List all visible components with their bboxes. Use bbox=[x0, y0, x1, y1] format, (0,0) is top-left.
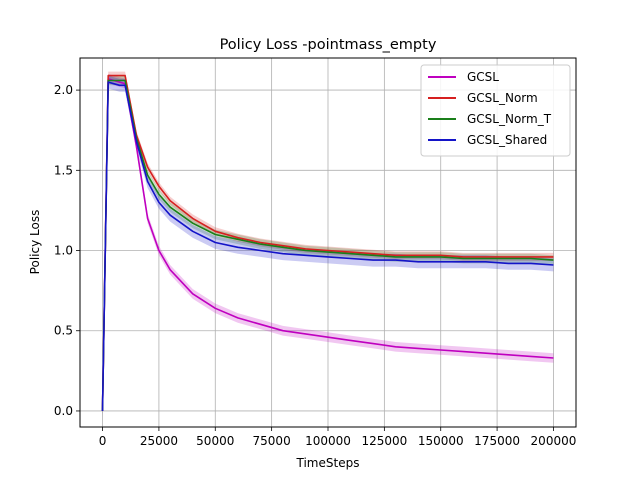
x-tick-label: 0 bbox=[99, 434, 107, 448]
legend-label-gcsl-norm: GCSL_Norm bbox=[467, 91, 538, 105]
y-tick-label: 1.5 bbox=[54, 163, 73, 177]
x-tick-label: 100000 bbox=[305, 434, 351, 448]
legend-label-gcsl: GCSL bbox=[467, 70, 499, 84]
x-tick-label: 200000 bbox=[531, 434, 577, 448]
legend-label-gcsl-shared: GCSL_Shared bbox=[467, 133, 547, 147]
x-axis-label: TimeSteps bbox=[296, 456, 360, 470]
y-axis-ticks: 0.0 0.5 1.0 1.5 2.0 bbox=[54, 83, 80, 418]
y-tick-label: 2.0 bbox=[54, 83, 73, 97]
y-tick-label: 1.0 bbox=[54, 244, 73, 258]
series-line-gcsl-shared bbox=[101, 81, 554, 412]
y-tick-label: 0.0 bbox=[54, 404, 73, 418]
x-tick-label: 25000 bbox=[140, 434, 178, 448]
y-axis-label: Policy Loss bbox=[28, 210, 42, 275]
legend: GCSL GCSL_Norm GCSL_Norm_T GCSL_Shared bbox=[420, 64, 571, 157]
x-tick-label: 175000 bbox=[474, 434, 520, 448]
series-line-gcsl-norm bbox=[101, 74, 554, 412]
x-axis-ticks: 0 25000 50000 75000 100000 125000 150000 175000… bbox=[99, 427, 577, 448]
x-tick-label: 150000 bbox=[418, 434, 464, 448]
chart-title: Policy Loss -pointmass_empty bbox=[220, 37, 437, 53]
series-lines bbox=[101, 74, 554, 412]
series-line-gcsl-norm-t bbox=[101, 79, 554, 412]
y-tick-label: 0.5 bbox=[54, 324, 73, 338]
x-tick-label: 75000 bbox=[253, 434, 291, 448]
legend-label-gcsl-norm-t: GCSL_Norm_T bbox=[467, 112, 552, 126]
legend-box bbox=[420, 64, 571, 157]
x-tick-label: 125000 bbox=[361, 434, 407, 448]
x-tick-label: 50000 bbox=[196, 434, 234, 448]
